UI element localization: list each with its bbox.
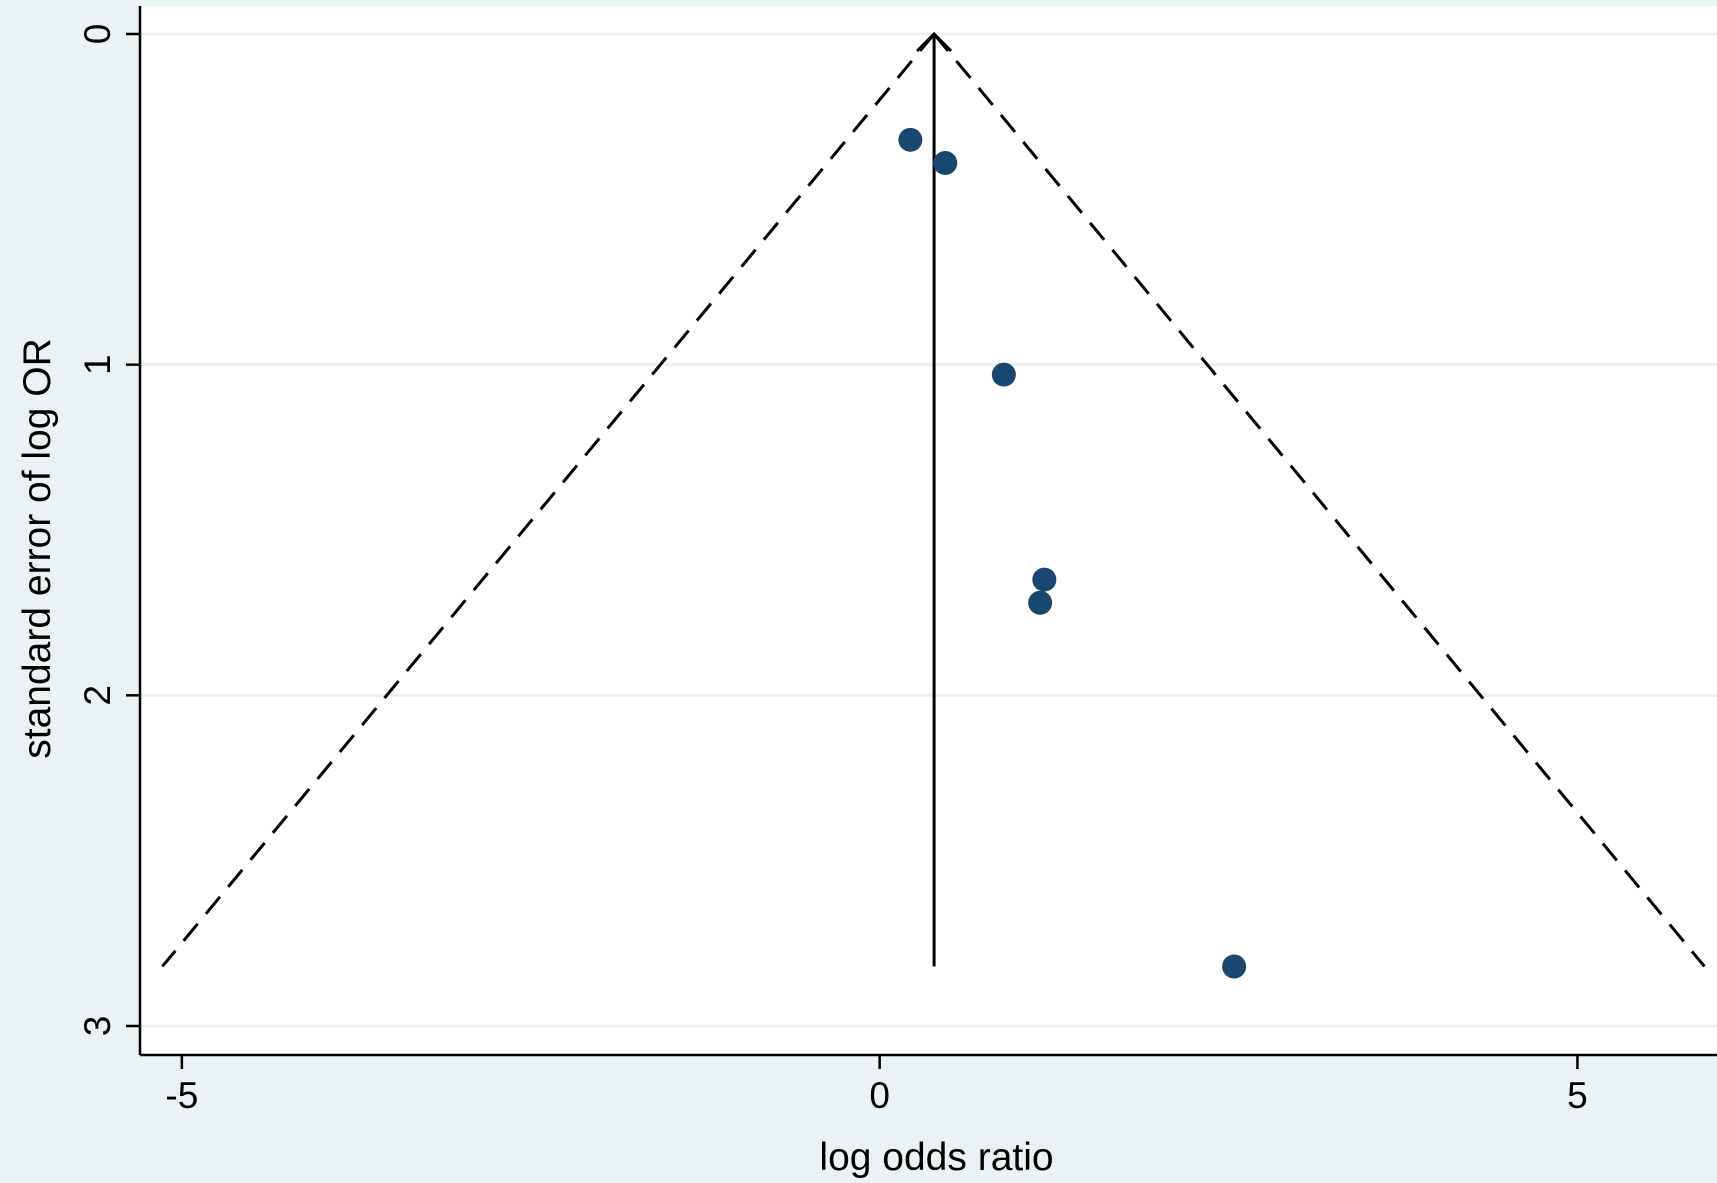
- y-axis-label: standard error of log OR: [16, 338, 59, 759]
- data-point: [933, 150, 958, 175]
- data-point: [1222, 954, 1247, 979]
- data-points: [898, 127, 1247, 979]
- funnel-lines: [161, 31, 1706, 968]
- data-point: [1028, 590, 1053, 615]
- funnel-right-line: [932, 33, 1706, 968]
- y-tick-label: 2: [77, 685, 118, 706]
- data-point: [991, 362, 1016, 387]
- y-tick-label: 1: [77, 354, 118, 375]
- x-tick-label: -5: [165, 1075, 198, 1116]
- x-tick-label: 5: [1567, 1075, 1588, 1116]
- gridlines: [140, 32, 1717, 1028]
- y-tick-label: 3: [77, 1016, 118, 1037]
- x-tick-label: 0: [869, 1075, 890, 1116]
- plot-area: [140, 6, 1717, 1055]
- y-tick-label: 0: [77, 24, 118, 45]
- data-point: [898, 127, 923, 152]
- arrowhead: [916, 31, 953, 53]
- funnel-left-line: [161, 33, 936, 968]
- x-axis-label: log odds ratio: [819, 1136, 1053, 1179]
- axes: 0 1 2 3 -5 0 5: [77, 6, 1717, 1116]
- data-point: [1032, 567, 1057, 592]
